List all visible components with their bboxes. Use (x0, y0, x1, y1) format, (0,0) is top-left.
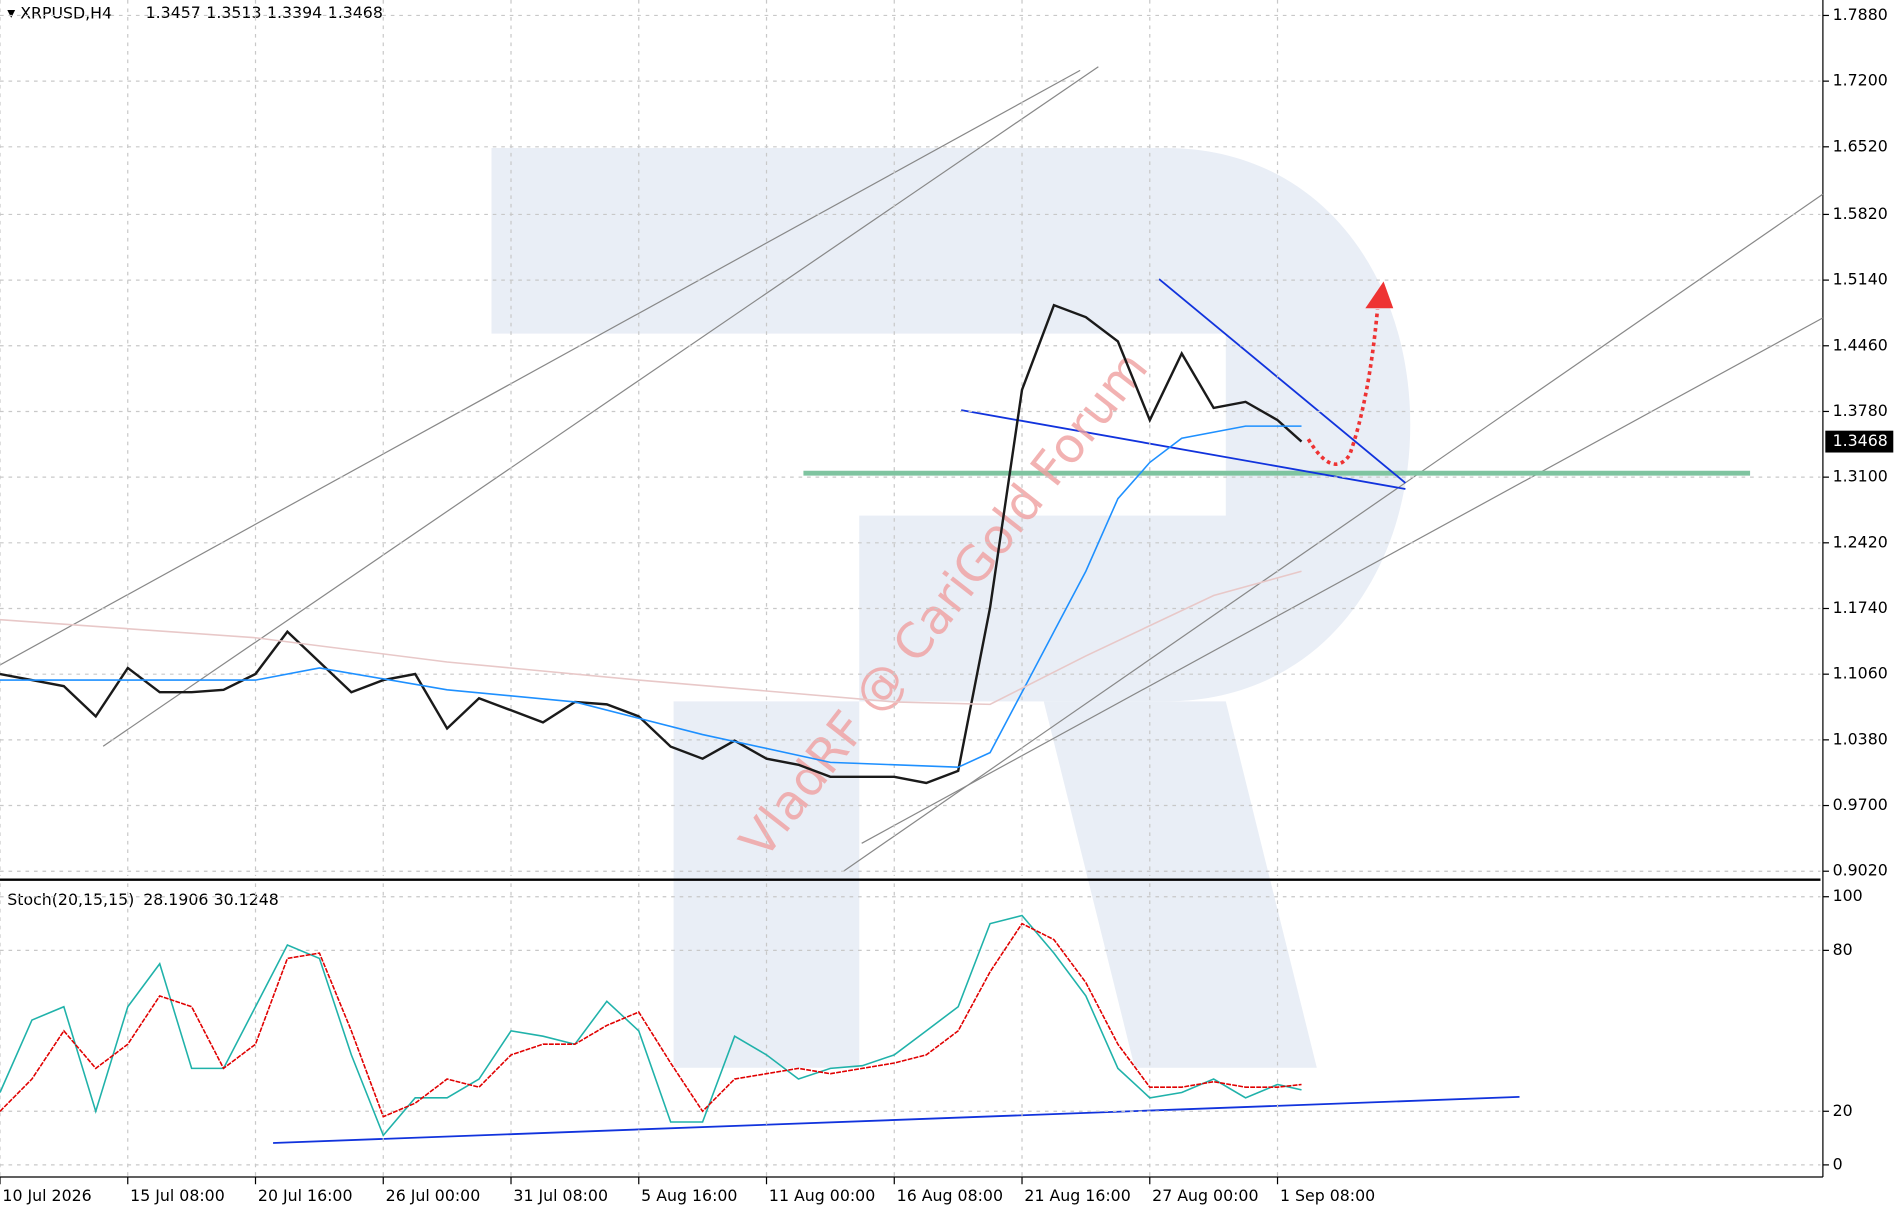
x-tick-label: 15 Jul 08:00 (130, 1186, 225, 1205)
x-tick-label: 1 Sep 08:00 (1280, 1186, 1375, 1205)
ohlc-low: 1.3394 (267, 3, 322, 22)
series-line (0, 425, 1302, 769)
x-tick-label: 11 Aug 00:00 (769, 1186, 875, 1205)
x-tick-label: 26 Jul 00:00 (386, 1186, 481, 1205)
y-tick-label: 1.3100 (1833, 467, 1888, 486)
y-tick-label: 0 (1833, 1154, 1843, 1173)
y-tick-label: 1.1740 (1833, 598, 1888, 617)
price-box (1825, 430, 1894, 453)
symbol: XRPUSD,H4 (20, 3, 112, 22)
y-tick-label: 1.4460 (1833, 335, 1888, 354)
series-line (0, 922, 1302, 1118)
y-tick-label: 1.7880 (1833, 5, 1888, 24)
x-tick-label: 20 Jul 16:00 (258, 1186, 353, 1205)
series-line (0, 303, 1303, 785)
ohlc-high: 1.3513 (206, 3, 261, 22)
y-tick-label: 1.5820 (1833, 204, 1888, 223)
y-tick-label: 0.9020 (1833, 861, 1888, 880)
y-tick-label: 100 (1833, 886, 1863, 905)
trendlines (0, 66, 1824, 872)
wedge (273, 278, 1520, 1144)
series-line (0, 570, 1302, 706)
y-tick-label: 1.6520 (1833, 136, 1888, 155)
y-tick-label: 1.0380 (1833, 729, 1888, 748)
x-tick-label: 5 Aug 16:00 (641, 1186, 737, 1205)
y-tick-label: 1.1060 (1833, 664, 1888, 683)
stoch-title: Stoch(20,15,15) (7, 890, 134, 909)
x-tick-label: 10 Jul 2026 (2, 1186, 91, 1205)
y-tick-label: 1.2420 (1833, 532, 1888, 551)
stoch-signal: 30.1248 (214, 890, 279, 909)
y-tick-label: 80 (1833, 940, 1853, 959)
x-tick-label: 16 Aug 08:00 (897, 1186, 1003, 1205)
stoch-main: 28.1906 (143, 890, 208, 909)
symbol-title: ▾ XRPUSD,H4 (7, 3, 112, 22)
y-tick-label: 1.7200 (1833, 71, 1888, 90)
x-tick-label: 31 Jul 08:00 (513, 1186, 608, 1205)
y-tick-label: 0.9700 (1833, 795, 1888, 814)
ohlc-close: 1.3468 (328, 3, 383, 22)
x-tick-label: 27 Aug 00:00 (1152, 1186, 1258, 1205)
price-label: 1.3468 (1833, 431, 1888, 450)
y-tick-label: 1.5140 (1833, 270, 1888, 289)
x-tick-label: 21 Aug 16:00 (1024, 1186, 1130, 1205)
series-line (0, 914, 1302, 1137)
y-tick-label: 1.3780 (1833, 401, 1888, 420)
y-tick-label: 20 (1833, 1101, 1853, 1120)
forecast-arrow (1306, 281, 1394, 466)
ohlc-open: 1.3457 (146, 3, 201, 22)
